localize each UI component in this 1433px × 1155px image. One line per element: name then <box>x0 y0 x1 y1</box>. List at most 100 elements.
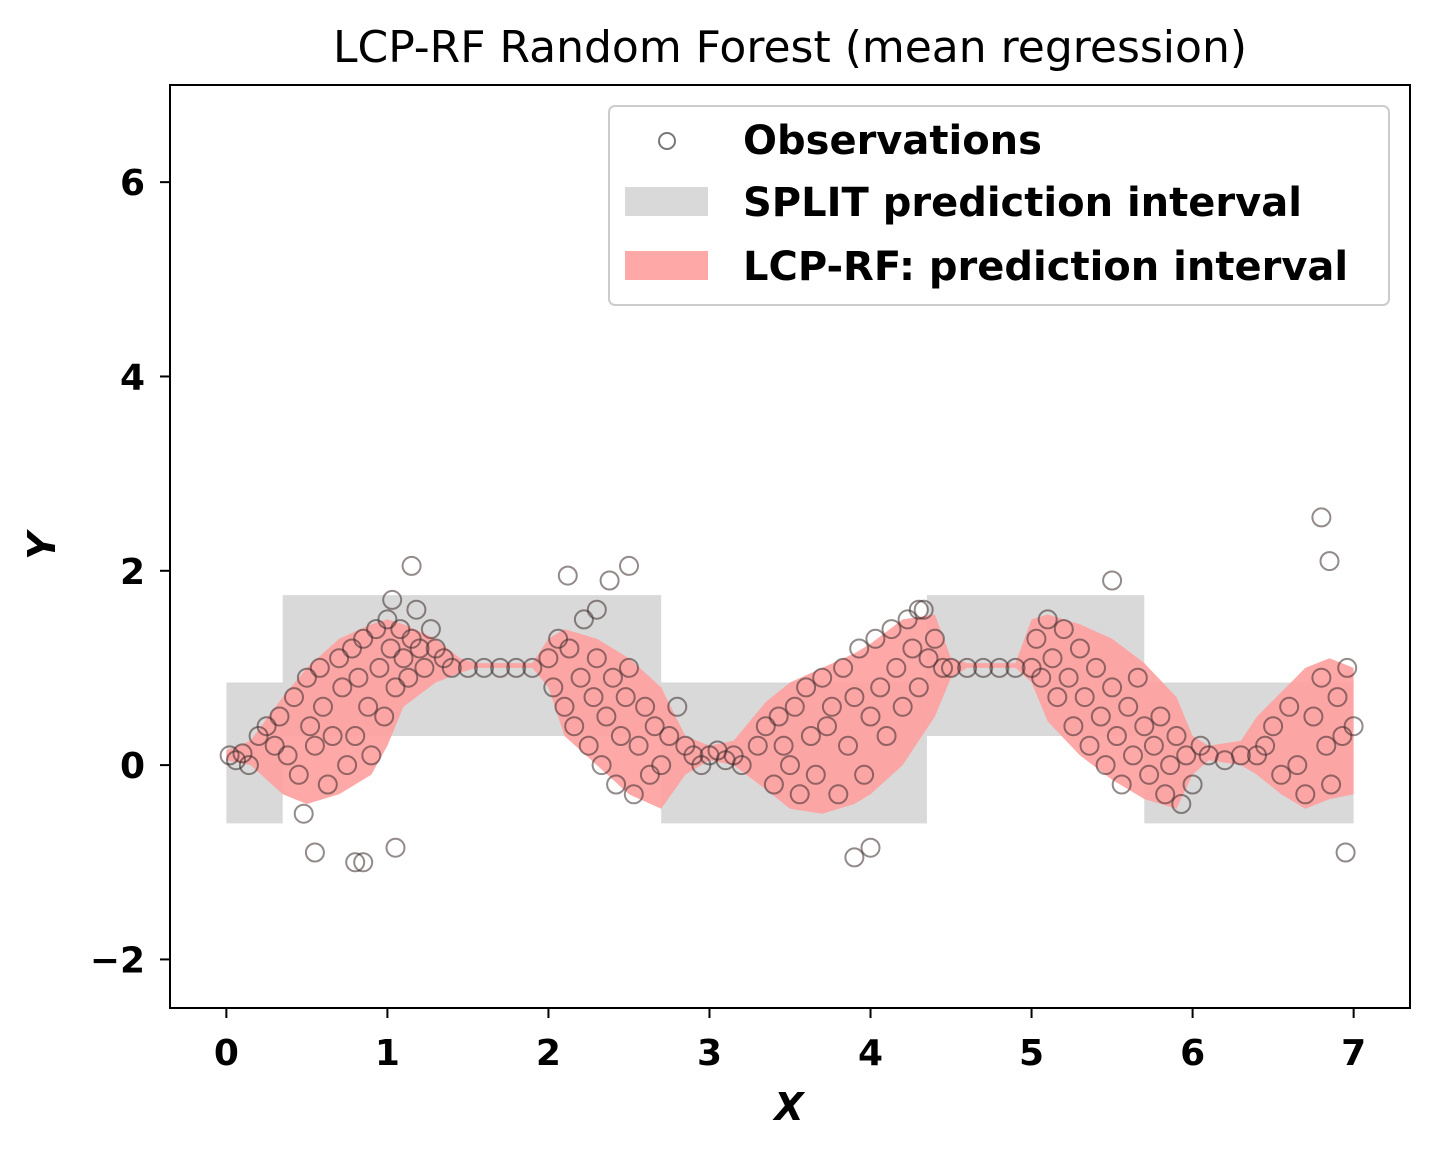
observation-point <box>860 706 881 727</box>
plot-area <box>219 507 1364 873</box>
observation-point <box>353 852 374 873</box>
observation-point <box>1058 667 1079 688</box>
x-axis: 0 1 2 3 4 5 6 7 <box>214 1008 1366 1074</box>
observation-point <box>414 657 435 678</box>
observation-point <box>1321 774 1342 795</box>
observation-point <box>924 628 945 649</box>
observation-point <box>876 726 897 746</box>
observation-point <box>602 667 623 688</box>
observation-point <box>615 687 636 708</box>
observation-point <box>796 677 817 698</box>
observation-point <box>348 667 369 688</box>
observation-point <box>557 565 578 586</box>
observation-point <box>578 735 599 756</box>
y-tick-label: 2 <box>120 552 145 593</box>
observation-point <box>361 745 382 766</box>
observation-point <box>506 657 527 678</box>
observation-point <box>559 638 580 659</box>
observation-point <box>409 638 430 659</box>
observation-point <box>892 696 913 717</box>
observation-point <box>651 755 672 776</box>
observation-point <box>1171 794 1192 814</box>
observation-point <box>1074 687 1095 708</box>
observation-point <box>490 657 511 678</box>
observation-point <box>1182 774 1203 795</box>
observation-point <box>583 687 604 708</box>
observation-point <box>881 619 902 640</box>
observation-point <box>358 696 379 717</box>
legend-lcp-swatch <box>625 251 708 280</box>
observation-point <box>1134 716 1155 737</box>
observation-point <box>332 677 353 698</box>
x-tick-label: 3 <box>697 1033 722 1074</box>
observation-point <box>441 657 462 678</box>
observation-point <box>1143 735 1164 756</box>
observation-point <box>538 648 559 669</box>
observation-point <box>731 755 752 776</box>
observation-point <box>1053 619 1074 640</box>
observation-point <box>304 735 325 756</box>
observation-point <box>1337 657 1358 678</box>
observation-point <box>1335 842 1356 863</box>
observation-point <box>309 657 330 678</box>
observation-point <box>1230 745 1251 766</box>
observation-point <box>902 638 923 659</box>
x-tick-label: 5 <box>1019 1033 1044 1074</box>
observation-point <box>1118 696 1139 717</box>
observation-point <box>1139 764 1160 785</box>
y-tick-label: 4 <box>120 357 145 398</box>
x-tick-label: 0 <box>214 1033 239 1074</box>
observation-point <box>369 657 390 678</box>
legend-label-observations: Observations <box>743 118 1042 164</box>
observation-point <box>747 735 768 756</box>
observation-point <box>768 706 789 727</box>
observation-point <box>659 726 680 746</box>
observations-layer <box>219 507 1364 873</box>
observation-point <box>849 638 870 659</box>
observation-point <box>457 657 478 678</box>
observation-point <box>805 764 826 785</box>
observation-point <box>345 726 366 746</box>
observation-point <box>667 696 688 717</box>
observation-point <box>596 706 617 727</box>
observation-point <box>1295 784 1316 805</box>
observation-point <box>398 667 419 688</box>
observation-point <box>606 774 627 795</box>
observation-point <box>828 784 849 805</box>
observation-point <box>886 657 907 678</box>
observation-point <box>1316 735 1337 756</box>
observation-point <box>1079 735 1100 756</box>
observation-point <box>1319 551 1340 572</box>
observation-point <box>635 696 656 717</box>
observation-point <box>1287 755 1308 776</box>
observation-point <box>973 657 994 678</box>
observation-point <box>304 842 325 863</box>
observation-point <box>870 677 891 698</box>
x-tick-label: 4 <box>858 1033 883 1074</box>
observation-point <box>591 755 612 776</box>
observation-point <box>226 750 246 771</box>
observation-point <box>865 628 886 649</box>
observation-point <box>1106 726 1127 746</box>
observation-point <box>1176 745 1197 766</box>
observation-point <box>296 667 317 688</box>
observation-point <box>789 784 810 805</box>
observation-point <box>628 735 649 756</box>
observation-point <box>1343 716 1364 737</box>
observation-point <box>619 555 639 576</box>
observation-point <box>1311 667 1332 688</box>
observation-point <box>644 716 665 737</box>
observation-point <box>989 657 1010 678</box>
observation-point <box>374 706 395 727</box>
observation-point <box>800 726 821 746</box>
legend-observations-marker <box>658 132 676 150</box>
observation-point <box>385 837 406 858</box>
observation-point <box>269 706 290 727</box>
observation-point <box>838 735 858 756</box>
observation-point <box>353 628 374 649</box>
observation-point <box>385 677 406 698</box>
observation-point <box>821 696 842 717</box>
observation-point <box>1127 667 1148 688</box>
observation-point <box>264 735 285 756</box>
